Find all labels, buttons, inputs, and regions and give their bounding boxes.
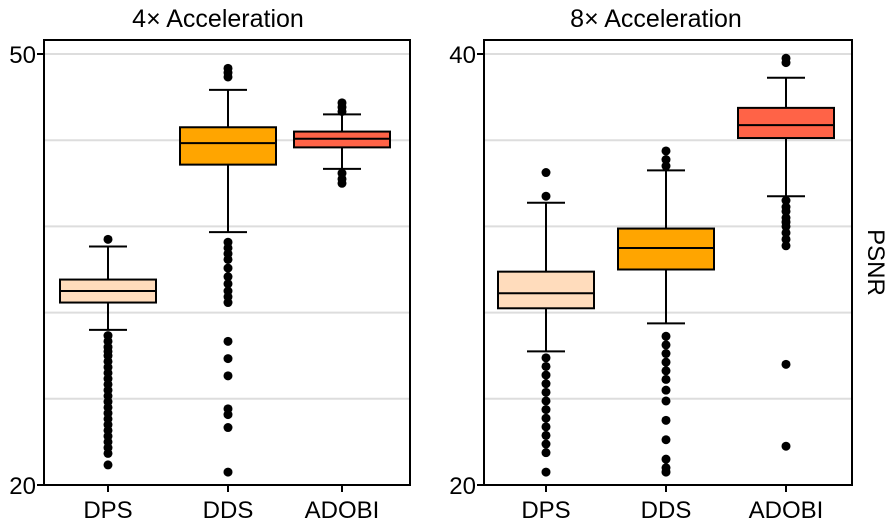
chart-panel-2: 8× Acceleration 20 40 PSNR DPS DDS ADOBI <box>449 5 885 524</box>
outlier-point <box>661 435 671 445</box>
x-tick-label: DDS <box>641 497 692 524</box>
box-dds <box>179 63 277 477</box>
y-tick-label: 50 <box>9 42 36 69</box>
plot-frame <box>483 39 853 486</box>
outlier-point <box>661 357 671 367</box>
outlier-point <box>223 354 233 364</box>
y-tick-label: 20 <box>449 473 476 500</box>
outlier-point <box>103 460 113 470</box>
outlier-point <box>223 72 233 82</box>
x-tick-label: ADOBI <box>305 497 380 524</box>
box-adobi <box>737 53 835 451</box>
outlier-point <box>661 349 671 359</box>
outlier-point <box>661 366 671 376</box>
y-tick-label: 40 <box>449 42 476 69</box>
outlier-point <box>223 467 233 477</box>
outlier-point <box>223 336 233 346</box>
outlier-point <box>337 178 347 188</box>
x-tick-label: DPS <box>521 497 570 524</box>
outlier-point <box>223 423 233 433</box>
outlier-point <box>661 454 671 464</box>
outlier-point <box>661 385 671 395</box>
x-tick-label: DDS <box>203 497 254 524</box>
y-axis-label: PSNR <box>862 229 885 296</box>
outlier-point <box>223 298 233 308</box>
outlier-point <box>661 146 671 156</box>
outlier-point <box>541 448 551 458</box>
outlier-point <box>223 371 233 381</box>
y-tick-label: 20 <box>9 473 36 500</box>
outlier-point <box>103 234 113 244</box>
outlier-point <box>223 272 233 282</box>
chart-title: 8× Acceleration <box>570 5 742 33</box>
box-dps <box>59 234 157 470</box>
iqr-box <box>497 270 595 310</box>
outlier-point <box>661 340 671 350</box>
outlier-point <box>661 331 671 341</box>
outlier-point <box>781 58 791 68</box>
outlier-point <box>661 161 671 171</box>
outlier-point <box>103 448 113 458</box>
iqr-box <box>179 126 277 166</box>
box-dds <box>617 146 715 477</box>
iqr-box <box>737 106 835 140</box>
outlier-point <box>781 359 791 369</box>
outlier-point <box>661 155 671 165</box>
outlier-point <box>541 191 551 201</box>
box-dps <box>497 168 595 477</box>
outlier-point <box>781 234 791 244</box>
outlier-point <box>781 241 791 251</box>
outlier-point <box>541 422 551 432</box>
outlier-point <box>781 206 791 216</box>
outlier-point <box>541 439 551 449</box>
outlier-point <box>661 374 671 384</box>
outlier-point <box>541 353 551 363</box>
outlier-point <box>541 396 551 406</box>
box-adobi <box>293 98 391 188</box>
outlier-point <box>541 405 551 415</box>
chart-panel-1: 4× Acceleration 20 50 DPS DDS ADOBI <box>9 5 411 524</box>
outlier-point <box>661 467 671 477</box>
chart-title: 4× Acceleration <box>132 5 304 33</box>
outlier-point <box>541 379 551 389</box>
outlier-point <box>541 168 551 178</box>
outlier-point <box>541 387 551 397</box>
outlier-point <box>781 441 791 451</box>
outlier-point <box>337 106 347 116</box>
outlier-point <box>541 413 551 423</box>
outlier-point <box>541 361 551 371</box>
outlier-point <box>223 279 233 289</box>
outlier-point <box>781 228 791 238</box>
x-tick-label: DPS <box>83 497 132 524</box>
outlier-point <box>781 196 791 206</box>
outlier-point <box>223 263 233 273</box>
iqr-box <box>617 227 715 271</box>
outlier-point <box>781 221 791 231</box>
outlier-point <box>541 370 551 380</box>
outlier-point <box>541 467 551 477</box>
outlier-point <box>661 415 671 425</box>
x-tick-label: ADOBI <box>749 497 824 524</box>
outlier-point <box>541 430 551 440</box>
outlier-point <box>661 396 671 406</box>
outlier-point <box>223 254 233 264</box>
outlier-point <box>223 410 233 420</box>
